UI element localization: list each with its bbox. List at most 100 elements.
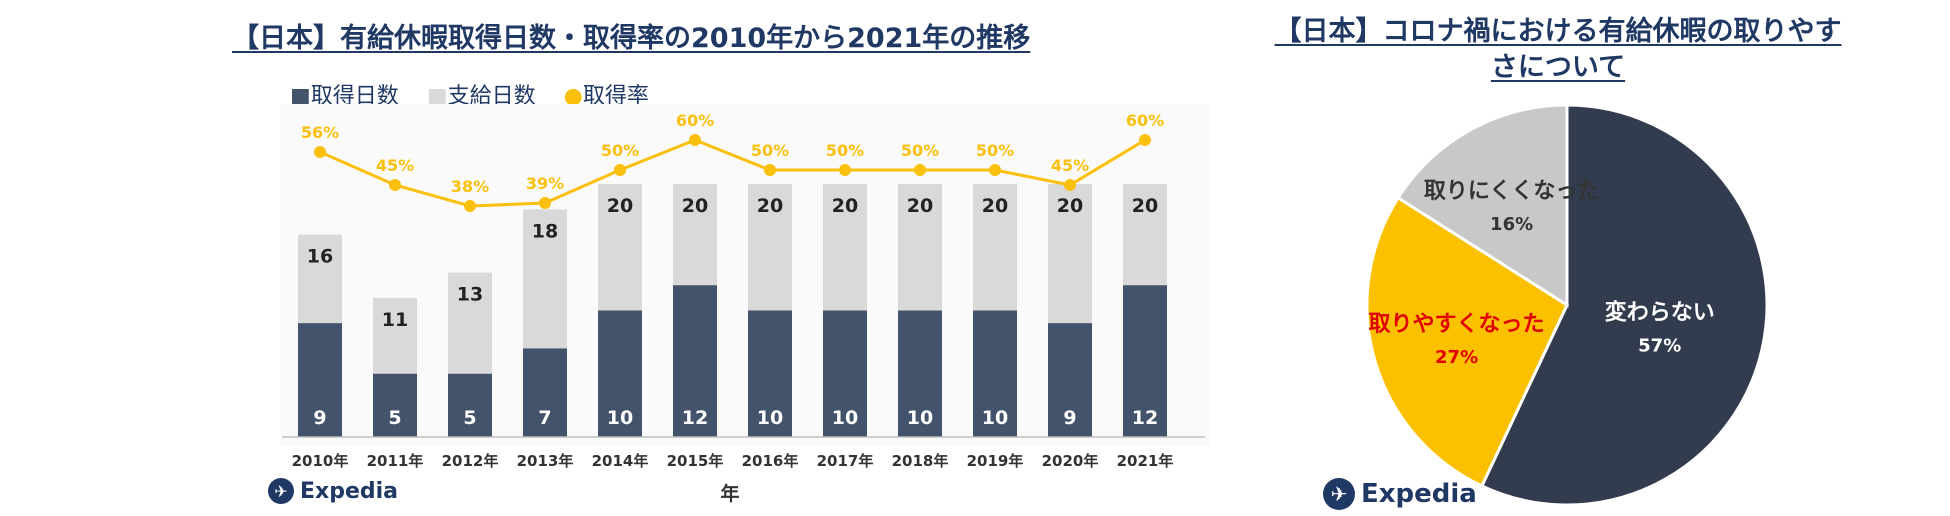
x-tick-label: 2013年: [517, 452, 574, 470]
bar-granted: [1048, 184, 1092, 324]
rate-value-label: 60%: [676, 111, 714, 130]
bar-granted: [898, 184, 942, 311]
bar-taken: [1048, 323, 1092, 437]
bar-taken: [373, 373, 417, 437]
taken-value-label: 10: [982, 407, 1008, 429]
rate-point: [1139, 134, 1151, 146]
rate-point: [1064, 179, 1076, 191]
bar-granted: [373, 297, 417, 374]
granted-value-label: 11: [382, 309, 408, 331]
plane-icon: ✈: [268, 478, 294, 504]
taken-value-label: 7: [538, 407, 551, 429]
pie-slice-value-label: 16%: [1490, 214, 1533, 235]
bar-taken: [1123, 285, 1167, 437]
rate-value-label: 50%: [601, 141, 639, 160]
rate-point: [764, 164, 776, 176]
taken-value-label: 5: [463, 407, 476, 429]
bar-granted: [598, 184, 642, 311]
x-tick-label: 2011年: [367, 452, 424, 470]
bar-granted: [673, 184, 717, 286]
rate-value-label: 39%: [526, 174, 564, 193]
granted-value-label: 16: [307, 246, 333, 268]
bar-taken: [748, 310, 792, 437]
pie-slice-name-label: 取りやすくなった: [1369, 312, 1545, 337]
x-tick-label: 2014年: [592, 452, 649, 470]
rate-value-label: 38%: [451, 177, 489, 196]
x-tick-label: 2016年: [742, 452, 799, 470]
x-axis-label: 年: [720, 482, 739, 505]
rate-line: [319, 138, 1146, 208]
rate-point: [839, 164, 851, 176]
taken-value-label: 9: [313, 407, 326, 429]
granted-value-label: 20: [982, 195, 1008, 217]
rate-point: [389, 179, 401, 191]
bar-granted: [298, 234, 342, 324]
x-tick-label: 2020年: [1042, 452, 1099, 470]
granted-value-label: 20: [607, 195, 633, 217]
rate-value-label: 45%: [376, 156, 414, 175]
rate-point: [914, 164, 926, 176]
granted-value-label: 20: [907, 195, 933, 217]
rate-point: [539, 197, 551, 209]
pie-slice: [1479, 103, 1769, 507]
granted-value-label: 20: [1057, 195, 1083, 217]
granted-value-label: 20: [832, 195, 858, 217]
expedia-logo-right: ✈ Expedia: [1323, 478, 1477, 510]
bar-granted: [748, 184, 792, 311]
expedia-logo-left: ✈ Expedia: [268, 478, 398, 504]
taken-value-label: 10: [907, 407, 933, 429]
granted-value-label: 18: [532, 220, 558, 242]
bar-taken: [823, 310, 867, 437]
x-tick-label: 2021年: [1117, 452, 1174, 470]
pie-slice-name-label: 変わらない: [1605, 300, 1715, 326]
bar-taken: [898, 310, 942, 437]
rate-point: [464, 200, 476, 212]
plane-icon: ✈: [1323, 478, 1355, 510]
bar-chart-title: 【日本】有給休暇取得日数・取得率の2010年から2021年の推移: [232, 23, 1031, 54]
rate-point: [689, 134, 701, 146]
pie-slice-name-label: 取りにくくなった: [1424, 179, 1600, 204]
granted-value-label: 13: [457, 284, 483, 306]
rate-value-label: 50%: [901, 141, 939, 160]
taken-value-label: 5: [388, 407, 401, 429]
x-tick-label: 2015年: [667, 452, 724, 470]
taken-value-label: 12: [682, 407, 708, 429]
bar-granted: [448, 272, 492, 374]
taken-value-label: 10: [832, 407, 858, 429]
bar-taken: [973, 310, 1017, 437]
granted-value-label: 20: [757, 195, 783, 217]
pie-slice-value-label: 27%: [1435, 347, 1478, 368]
bar-granted: [523, 209, 567, 349]
taken-value-label: 10: [757, 407, 783, 429]
x-tick-label: 2019年: [967, 452, 1024, 470]
taken-value-label: 9: [1063, 407, 1076, 429]
pie-slice: [1365, 195, 1569, 488]
rate-point: [314, 146, 326, 158]
rate-value-label: 56%: [301, 123, 339, 142]
rate-point: [989, 164, 1001, 176]
x-tick-label: 2012年: [442, 452, 499, 470]
x-tick-label: 2010年: [292, 452, 349, 470]
bar-granted: [1123, 184, 1167, 286]
bar-taken: [298, 323, 342, 437]
bar-taken: [598, 310, 642, 437]
taken-value-label: 12: [1132, 407, 1158, 429]
bar-taken: [523, 348, 567, 437]
pie-chart-title: 【日本】コロナ禍における有給休暇の取りやすさについて: [1274, 16, 1842, 83]
bar-granted: [823, 184, 867, 311]
rate-value-label: 60%: [1126, 111, 1164, 130]
granted-value-label: 20: [1132, 195, 1158, 217]
taken-value-label: 10: [607, 407, 633, 429]
rate-point: [614, 164, 626, 176]
rate-value-label: 50%: [751, 141, 789, 160]
rate-value-label: 50%: [826, 141, 864, 160]
pie-slice-value-label: 57%: [1638, 336, 1681, 357]
bar-taken: [673, 285, 717, 437]
bar-granted: [973, 184, 1017, 311]
rate-value-label: 45%: [1051, 156, 1089, 175]
bar-taken: [448, 373, 492, 437]
x-tick-label: 2018年: [892, 452, 949, 470]
granted-value-label: 20: [682, 195, 708, 217]
x-tick-label: 2017年: [817, 452, 874, 470]
